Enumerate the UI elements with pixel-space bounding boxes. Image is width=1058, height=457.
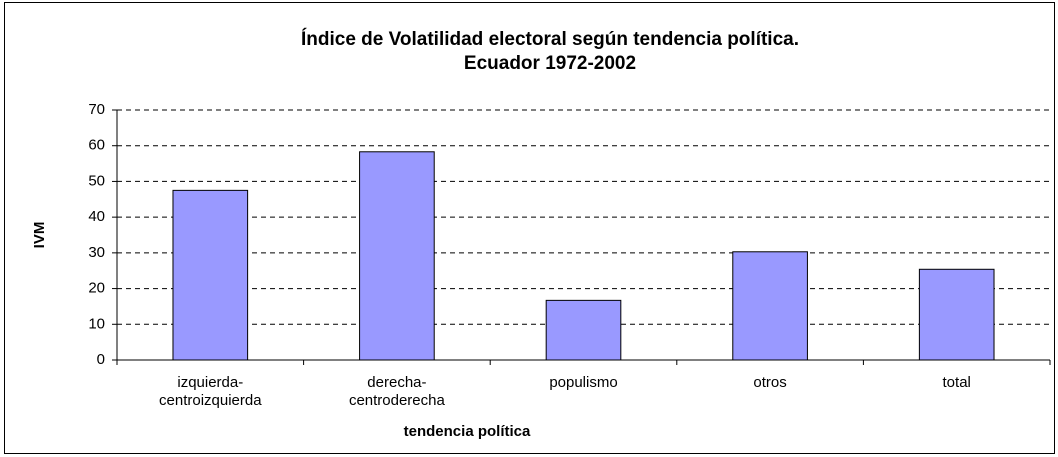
y-tick-label: 10	[88, 315, 105, 332]
x-tick-label: izquierda-	[177, 374, 243, 391]
y-tick-label: 20	[88, 280, 105, 297]
x-tick-label: otros	[753, 374, 786, 391]
x-tick-label: centroizquierda	[159, 392, 262, 409]
y-tick-label: 40	[88, 208, 105, 225]
y-axis-label: IVM	[31, 222, 48, 249]
y-tick-label: 70	[88, 101, 105, 118]
y-tick-label: 0	[97, 351, 105, 368]
bar	[172, 189, 249, 361]
x-tick-label: centroderecha	[349, 392, 446, 409]
y-tick-label: 50	[88, 172, 105, 189]
x-tick-label: populismo	[549, 374, 617, 391]
y-tick-label: 60	[88, 137, 105, 154]
bar	[359, 151, 435, 361]
bar	[732, 251, 808, 361]
bar	[545, 299, 622, 361]
bar	[918, 268, 995, 361]
chart-title: Índice de Volatilidad electoral según te…	[301, 28, 799, 50]
x-tick-label: derecha-	[367, 374, 426, 391]
x-tick-label: total	[943, 374, 971, 391]
y-tick-label: 30	[88, 244, 105, 261]
chart-subtitle: Ecuador 1972-2002	[464, 53, 636, 74]
x-axis-label: tendencia política	[404, 423, 531, 440]
